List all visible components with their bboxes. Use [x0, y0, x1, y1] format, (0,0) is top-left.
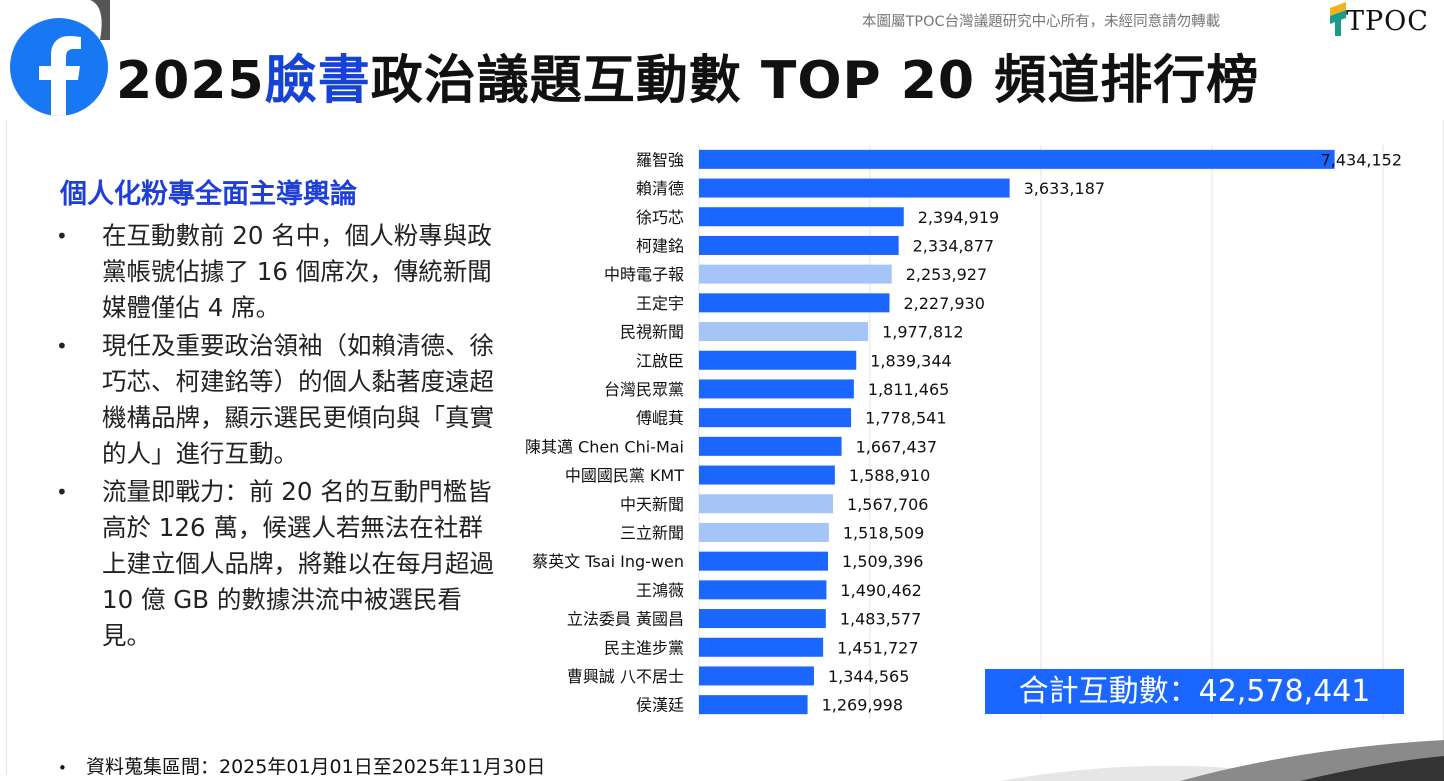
value-label: 1,483,577: [840, 610, 921, 629]
value-label: 1,509,396: [842, 552, 923, 571]
bar: [699, 293, 890, 313]
value-label: 1,811,465: [868, 380, 949, 399]
bar: [699, 551, 829, 571]
bullet-text: 在互動數前 20 名中，個人粉專與政黨帳號佔據了 16 個席次，傳統新聞媒體僅佔…: [102, 221, 492, 322]
title-highlight: 臉書: [264, 51, 371, 111]
bullet-text: 流量即戰力：前 20 名的互動門檻皆高於 126 萬，候選人若無法在社群上建立個…: [102, 477, 494, 650]
bar: [699, 637, 824, 657]
facebook-f-icon: [10, 18, 108, 116]
category-label: 徐巧芯: [636, 208, 684, 227]
bar: [699, 494, 834, 514]
category-label: 蔡英文 Tsai Ing-wen: [532, 552, 684, 571]
category-label: 王鴻薇: [636, 581, 684, 600]
category-label: 曹興誠 八不居士: [567, 667, 684, 686]
chart-bars: [699, 149, 1335, 715]
value-label: 1,490,462: [840, 581, 921, 600]
bar: [699, 264, 892, 284]
bar: [699, 580, 827, 600]
value-label: 1,667,437: [856, 437, 937, 456]
bar: [699, 666, 814, 686]
value-label: 1,778,541: [865, 409, 946, 428]
bullet-dot: •: [56, 224, 68, 248]
category-label: 王定宇: [636, 294, 684, 313]
tpoc-wordmark: TPOC: [1346, 6, 1429, 37]
value-label: 1,344,565: [828, 667, 909, 686]
bullet-item: • 在互動數前 20 名中，個人粉專與政黨帳號佔據了 16 個席次，傳統新聞媒體僅…: [56, 218, 496, 326]
category-label: 江啟臣: [636, 351, 684, 370]
page-title: 2025臉書政治議題互動數 TOP 20 頻道排行榜: [116, 38, 1259, 113]
bullet-dot: •: [56, 334, 68, 358]
value-label: 1,518,509: [843, 523, 924, 542]
value-label: 1,839,344: [870, 351, 951, 370]
value-label: 1,269,998: [822, 696, 903, 715]
bar: [699, 436, 842, 456]
data-period-note: • 資料蒐集區間：2025年01月01日至2025年11月30日: [58, 752, 545, 779]
decorative-waves: [1000, 740, 1444, 781]
value-label: 3,633,187: [1024, 179, 1105, 198]
bar: [699, 522, 829, 542]
tpoc-logo: TPOC: [1324, 2, 1440, 40]
bar: [699, 322, 869, 342]
category-label: 侯漢廷: [636, 696, 684, 715]
bar: [699, 609, 826, 629]
summary-bullets: • 在互動數前 20 名中，個人粉專與政黨帳號佔據了 16 個席次，傳統新聞媒體僅…: [56, 218, 496, 656]
bullet-dot: •: [56, 480, 68, 504]
title-year: 2025: [116, 51, 265, 111]
summary-heading: 個人化粉專全面主導輿論: [60, 179, 357, 210]
category-label: 台灣民眾黨: [604, 380, 684, 399]
decorative-swoosh: [90, 0, 110, 40]
value-label: 2,334,877: [913, 236, 994, 255]
chart-gridlines: [698, 145, 1384, 719]
category-label: 中天新聞: [620, 495, 684, 514]
category-label: 柯建銘: [636, 236, 684, 255]
copyright-notice: 本圖屬TPOC台灣議題研究中心所有，未經同意請勿轉載: [862, 14, 1221, 30]
value-label: 1,977,812: [882, 323, 963, 342]
category-label: 中時電子報: [604, 265, 684, 284]
category-label: 中國國民黨 KMT: [565, 466, 684, 485]
title-rest: 政治議題互動數 TOP 20 頻道排行榜: [370, 51, 1260, 111]
total-value: 42,578,441: [1198, 674, 1371, 709]
bar: [699, 465, 835, 485]
bullet-item: • 流量即戰力：前 20 名的互動門檻皆高於 126 萬，候選人若無法在社群上建立…: [56, 474, 496, 654]
category-label: 傅崐萁: [636, 409, 684, 428]
value-label: 2,253,927: [906, 265, 987, 284]
category-label: 羅智強: [636, 150, 684, 169]
total-label: 合計互動數：: [1018, 674, 1199, 709]
bar: [699, 149, 1335, 169]
bar: [699, 695, 808, 715]
category-label: 賴清德: [636, 179, 684, 198]
bar: [699, 178, 1010, 198]
total-interactions-box: 合計互動數：42,578,441: [985, 669, 1404, 714]
bar: [699, 207, 904, 227]
value-label: 1,567,706: [847, 495, 928, 514]
category-label: 民視新聞: [620, 323, 684, 342]
bar: [699, 379, 854, 399]
bar: [699, 408, 852, 428]
bar: [699, 350, 857, 370]
category-label: 民主進步黨: [604, 638, 684, 657]
bullet-item: • 現任及重要政治領袖（如賴清德、徐巧芯、柯建銘等）的個人黏著度遠超機構品牌，顯示…: [56, 328, 496, 472]
value-label: 1,588,910: [849, 466, 930, 485]
bullet-dot: •: [58, 759, 67, 777]
value-label: 2,394,919: [918, 208, 999, 227]
bar: [699, 235, 899, 255]
value-label: 7,434,152: [1321, 150, 1402, 169]
category-label: 立法委員 黃國昌: [567, 610, 684, 629]
data-period-text: 資料蒐集區間：2025年01月01日至2025年11月30日: [86, 756, 546, 778]
bullet-text: 現任及重要政治領袖（如賴清德、徐巧芯、柯建銘等）的個人黏著度遠超機構品牌，顯示選…: [102, 331, 494, 468]
value-label: 2,227,930: [903, 294, 984, 313]
chart-labels: 羅智強 7,434,152 賴清德 3,633,187 徐巧芯 2,394,919 柯建銘 2…: [525, 150, 1402, 714]
category-label: 陳其邁 Chen Chi-Mai: [525, 437, 684, 456]
value-label: 1,451,727: [837, 638, 918, 657]
category-label: 三立新聞: [620, 523, 684, 542]
tpoc-mark-icon: [1330, 2, 1346, 36]
